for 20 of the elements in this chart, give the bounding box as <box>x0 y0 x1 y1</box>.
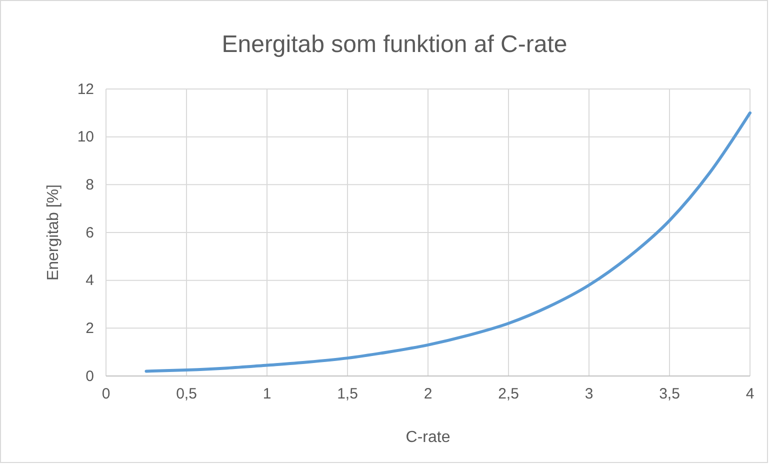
x-tick-label: 2 <box>424 386 432 403</box>
y-tick-label: 0 <box>86 368 94 385</box>
line-series <box>144 111 752 373</box>
y-tick-label: 8 <box>86 176 94 194</box>
y-tick-label: 6 <box>86 224 94 242</box>
y-axis-title: Energitab [%] <box>45 184 62 281</box>
x-tick-label: 0,5 <box>176 386 197 403</box>
x-tick-label: 3 <box>584 386 594 403</box>
y-tick-label: 10 <box>77 128 94 146</box>
x-axis-title: C-rate <box>406 429 450 446</box>
x-tick-label: 4 <box>746 386 754 403</box>
chart-title: Energitab som funktion af C-rate <box>222 31 568 58</box>
x-tick-label: 3,5 <box>659 386 680 403</box>
y-tick-label: 4 <box>86 272 94 290</box>
y-tick-label: 12 <box>77 80 94 98</box>
x-tick-label: 2,5 <box>498 386 519 403</box>
x-tick-label: 1,5 <box>337 386 358 403</box>
y-tick-label: 2 <box>86 320 94 337</box>
x-tick-label: 1 <box>262 386 272 403</box>
x-tick-label: 0 <box>102 386 110 403</box>
